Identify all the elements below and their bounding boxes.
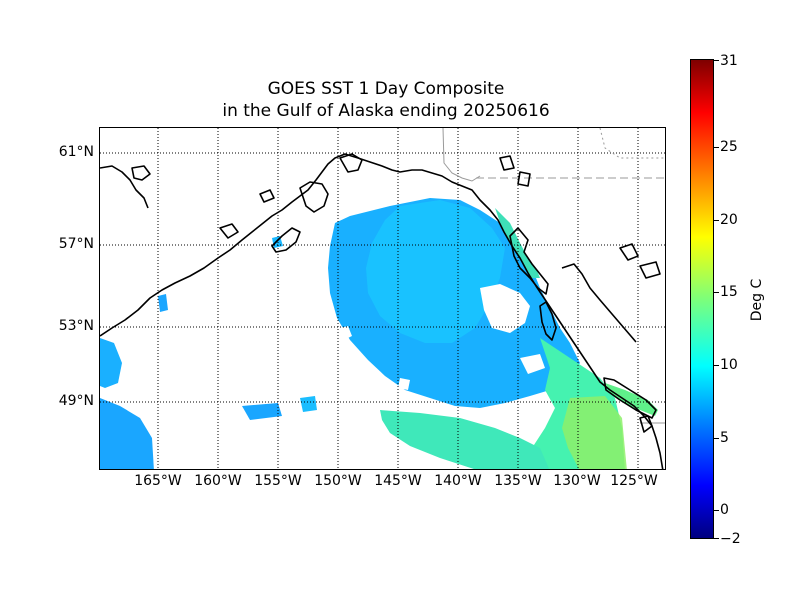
sst-map <box>100 128 665 469</box>
colorbar-label-31: 31 <box>720 53 738 69</box>
sst-west-patch <box>100 398 154 469</box>
interior-lakes <box>619 243 639 261</box>
title-line-2: in the Gulf of Alaska ending 20250616 <box>222 101 550 121</box>
alexander-archipelago <box>509 227 549 295</box>
sst-data-layer <box>100 198 658 469</box>
colorbar-tick <box>714 147 719 148</box>
lon-label-150w: 150°W <box>314 473 362 489</box>
puget-sound <box>639 415 653 433</box>
colorbar-tick <box>714 220 719 221</box>
kodiak-island <box>271 227 301 253</box>
colorbar-label-minus2: −2 <box>720 531 741 547</box>
colorbar-label-15: 15 <box>720 284 738 300</box>
colorbar-tick <box>714 365 719 366</box>
coastline <box>100 153 664 469</box>
vancouver-island <box>603 377 657 419</box>
lon-label-140w: 140°W <box>434 473 482 489</box>
lon-label-145w: 145°W <box>374 473 422 489</box>
inland-lake <box>219 223 239 239</box>
sst-vancouver-island <box>605 383 658 416</box>
colorbar-label-10: 10 <box>720 357 738 373</box>
colorbar-title: Deg C <box>749 278 765 322</box>
lon-label-125w: 125°W <box>610 473 658 489</box>
kenai-peninsula <box>299 181 329 213</box>
colorbar-label-5: 5 <box>720 430 729 446</box>
lat-label-61n: 61°N <box>58 144 94 160</box>
sst-south-strip <box>380 410 550 469</box>
sst-small-patch-3 <box>158 294 168 312</box>
nunivak-island <box>131 165 151 181</box>
alaska-peninsula-coast <box>100 153 664 469</box>
sst-warmer-band <box>562 396 627 469</box>
colorbar-label-25: 25 <box>720 139 738 155</box>
sst-west-patch-2 <box>100 338 122 388</box>
map-title: GOES SST 1 Day Composite in the Gulf of … <box>95 78 677 122</box>
borders <box>442 128 665 424</box>
lat-label-49n: 49°N <box>58 393 94 409</box>
colorbar-tick <box>714 538 719 539</box>
lon-label-155w: 155°W <box>254 473 302 489</box>
prince-william-sound <box>339 153 363 173</box>
colorbar-tick <box>714 438 719 439</box>
bristol-bay-coast <box>100 165 149 209</box>
sst-small-patch <box>242 403 282 420</box>
map-panel <box>99 127 666 470</box>
colorbar-tick <box>714 60 719 61</box>
colorbar-tick <box>714 292 719 293</box>
yukon-lakes-2 <box>517 171 531 187</box>
colorbar-label-20: 20 <box>720 212 738 228</box>
lat-label-53n: 53°N <box>58 318 94 334</box>
alaska-canada-border <box>442 128 481 182</box>
lat-label-57n: 57°N <box>58 236 94 252</box>
sst-colorbar <box>690 59 714 539</box>
yukon-lakes <box>499 155 515 171</box>
lon-label-130w: 130°W <box>553 473 601 489</box>
bc-inlets <box>561 263 637 343</box>
colorbar-tick <box>714 510 719 511</box>
lon-label-135w: 135°W <box>494 473 542 489</box>
colorbar-label-0: 0 <box>720 502 729 518</box>
sst-mid-blob <box>366 200 505 343</box>
inland-lake-2 <box>259 189 275 203</box>
lon-label-165w: 165°W <box>134 473 182 489</box>
lon-label-160w: 160°W <box>194 473 242 489</box>
sst-small-patch-2 <box>300 396 317 412</box>
canada-province-border <box>599 128 665 159</box>
interior-lakes-2 <box>639 261 661 279</box>
title-line-1: GOES SST 1 Day Composite <box>267 79 505 99</box>
haida-gwaii <box>539 301 557 341</box>
